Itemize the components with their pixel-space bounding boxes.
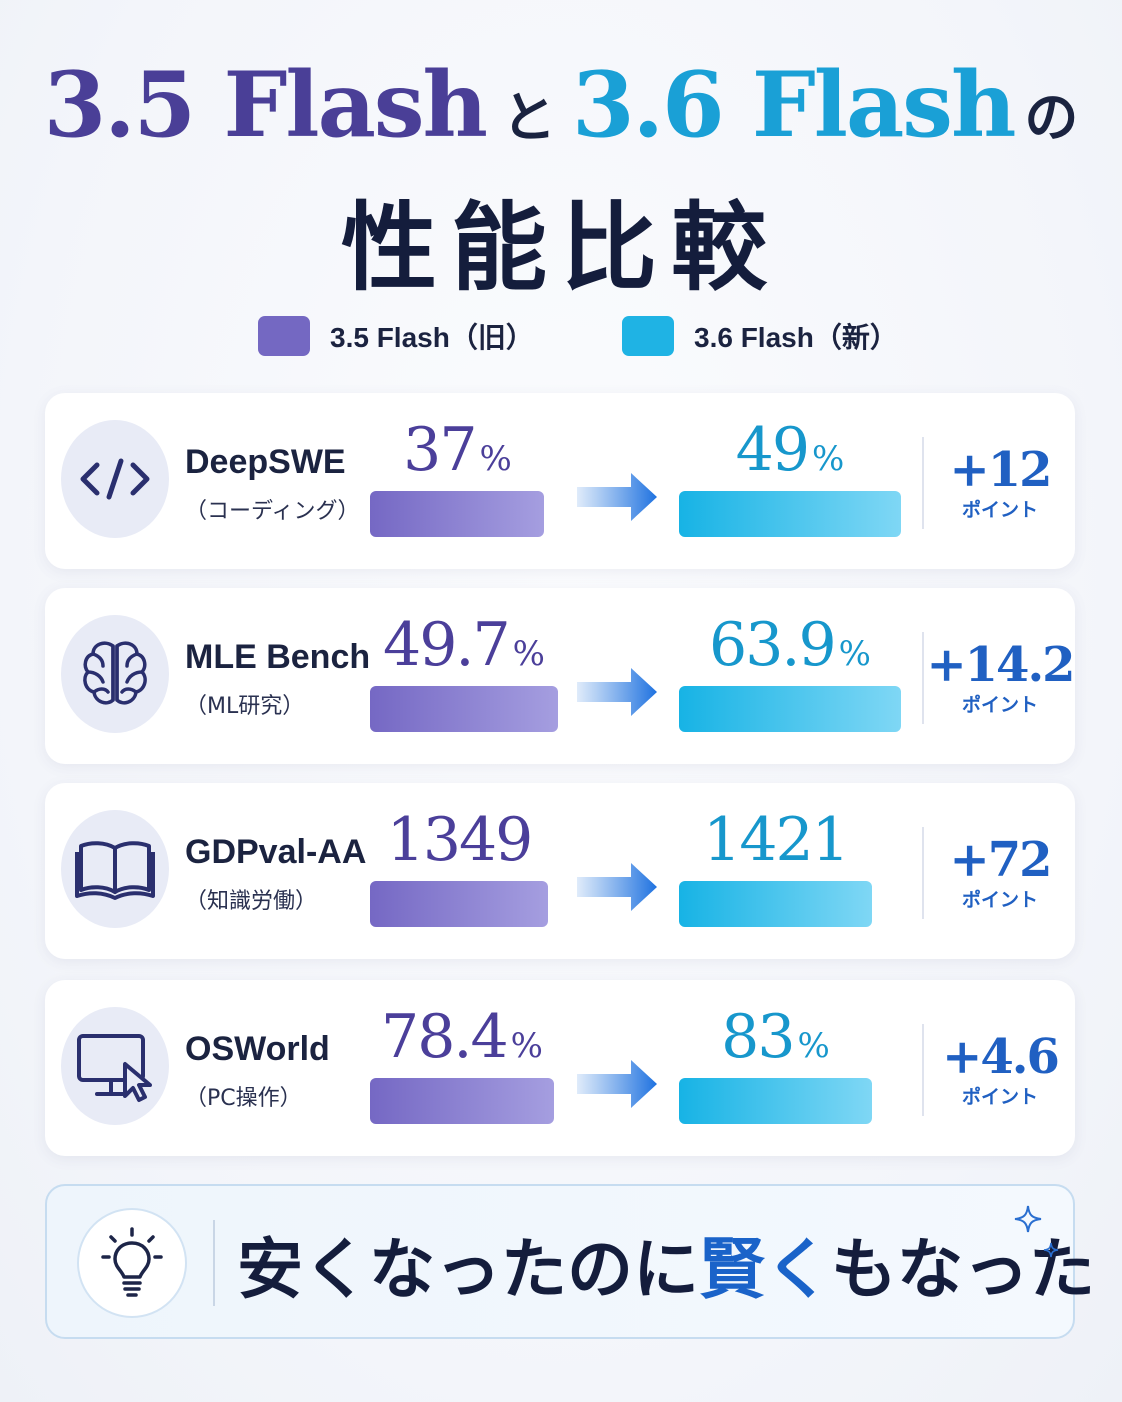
- sparkle-icon: [1014, 1205, 1042, 1233]
- new-value-label: 49%: [679, 415, 901, 491]
- old-value: 1349: [386, 805, 534, 875]
- delta-unit: ポイント: [961, 889, 1038, 911]
- tagline-divider: [213, 1220, 215, 1306]
- benchmark-subtitle: （PC操作）: [185, 1086, 302, 1111]
- old-value-label: 78.4%: [370, 1002, 554, 1078]
- delta-unit: ポイント: [961, 499, 1038, 521]
- new-value-label: 1421: [679, 805, 872, 881]
- old-value: 37: [403, 415, 477, 485]
- benchmark-subtitle: （ML研究）: [185, 694, 305, 719]
- legend-item-new: 3.6 Flash（新）: [622, 312, 898, 360]
- new-value: 83: [721, 1002, 795, 1072]
- benchmark-subtitle: （コーディング）: [185, 499, 360, 524]
- tagline-part1: 安くなったのに: [237, 1231, 699, 1308]
- old-unit: %: [512, 634, 545, 674]
- old-bar: [370, 491, 544, 537]
- monitor-cursor-icon: [61, 1007, 169, 1125]
- row-divider: [922, 1024, 924, 1116]
- old-value-label: 1349: [370, 805, 548, 881]
- new-value: 49: [735, 415, 810, 485]
- page-subtitle: 性能比較: [341, 192, 781, 304]
- arrow-right-icon: [577, 473, 657, 521]
- new-value: 1421: [703, 805, 850, 875]
- benchmark-subtitle: （知識労働）: [185, 889, 318, 914]
- delta-label: +14.2 ポイント: [925, 636, 1075, 716]
- delta-label: +72 ポイント: [925, 831, 1075, 911]
- old-unit: %: [510, 1026, 543, 1066]
- row-divider: [922, 437, 924, 529]
- benchmark-name: DeepSWE: [185, 443, 346, 481]
- old-value-label: 37%: [370, 415, 545, 491]
- old-value-label: 49.7%: [370, 610, 558, 686]
- benchmark-row-osworld: OSWorld （PC操作） 78.4% 83% +4.6 ポイント: [45, 980, 1075, 1156]
- tagline-text: 安くなったのに 賢く もなった: [237, 1216, 1095, 1312]
- old-value: 49.7: [383, 610, 511, 680]
- legend: 3.5 Flash（旧） 3.6 Flash（新）: [0, 312, 1122, 360]
- page-title: 3.5 Flash と 3.6 Flash の: [0, 52, 1122, 158]
- delta-unit: ポイント: [961, 1086, 1038, 1108]
- lightbulb-icon: [77, 1208, 187, 1318]
- benchmark-row-deepswe: DeepSWE （コーディング） 37% 49% +12 ポイント: [45, 393, 1075, 569]
- legend-label-new: 3.6 Flash（新）: [694, 322, 898, 353]
- old-bar: [370, 686, 558, 732]
- tagline-highlight: 賢く: [699, 1231, 831, 1308]
- delta-unit: ポイント: [961, 694, 1038, 716]
- old-value: 78.4: [381, 1002, 509, 1072]
- new-bar: [679, 881, 872, 927]
- tagline-banner: 安くなったのに 賢く もなった: [45, 1184, 1095, 1339]
- benchmark-row-mle-bench: MLE Bench （ML研究） 49.7% 63.9% +14.2 ポイント: [45, 588, 1076, 764]
- legend-item-old: 3.5 Flash（旧）: [258, 312, 534, 360]
- legend-swatch-old: [258, 316, 310, 356]
- benchmark-name: MLE Bench: [185, 638, 371, 676]
- delta-label: +4.6 ポイント: [925, 1028, 1075, 1108]
- sparkle-small-icon: [1043, 1242, 1059, 1258]
- benchmark-name: OSWorld: [185, 1030, 330, 1068]
- delta-value: +14.2: [926, 637, 1075, 693]
- tagline-part2: もなった: [831, 1231, 1095, 1308]
- new-value: 63.9: [709, 610, 837, 680]
- old-unit: %: [479, 439, 512, 479]
- row-divider: [922, 632, 924, 724]
- title-suffix: の: [1024, 86, 1079, 149]
- new-bar: [679, 491, 901, 537]
- new-bar: [679, 686, 901, 732]
- title-old-model: 3.5 Flash: [43, 52, 488, 158]
- code-icon: [61, 420, 169, 538]
- arrow-right-icon: [577, 668, 657, 716]
- benchmark-row-gdpval-aa: GDPval-AA （知識労働） 1349 1421 +72 ポイント: [45, 783, 1075, 959]
- legend-swatch-new: [622, 316, 674, 356]
- new-value-label: 83%: [679, 1002, 872, 1078]
- brain-icon: [61, 615, 169, 733]
- arrow-right-icon: [577, 863, 657, 911]
- benchmark-name: GDPval-AA: [185, 833, 367, 871]
- book-icon: [61, 810, 169, 928]
- new-unit: %: [838, 634, 871, 674]
- delta-label: +12 ポイント: [925, 441, 1075, 521]
- delta-value: +12: [949, 442, 1052, 498]
- new-unit: %: [812, 439, 845, 479]
- legend-label-old: 3.5 Flash（旧）: [330, 322, 534, 353]
- old-bar: [370, 881, 548, 927]
- delta-value: +4.6: [942, 1029, 1060, 1085]
- title-connector: と: [502, 86, 556, 149]
- new-value-label: 63.9%: [679, 610, 901, 686]
- title-new-model: 3.6 Flash: [572, 52, 1016, 158]
- arrow-right-icon: [577, 1060, 657, 1108]
- old-bar: [370, 1078, 554, 1124]
- new-bar: [679, 1078, 872, 1124]
- delta-value: +72: [949, 832, 1052, 888]
- new-unit: %: [797, 1026, 830, 1066]
- row-divider: [922, 827, 924, 919]
